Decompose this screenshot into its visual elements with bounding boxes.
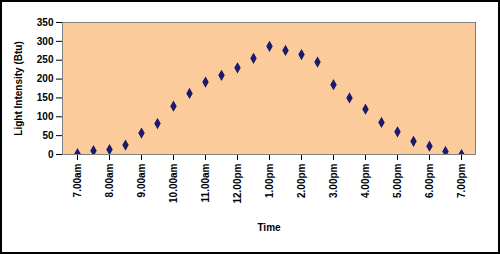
- svg-text:1.00pm: 1.00pm: [264, 163, 275, 198]
- svg-text:7.00am: 7.00am: [72, 163, 83, 197]
- svg-text:350: 350: [37, 17, 54, 28]
- svg-text:100: 100: [37, 111, 54, 122]
- svg-text:150: 150: [37, 92, 54, 103]
- svg-text:3.00pm: 3.00pm: [328, 163, 339, 198]
- svg-text:Time: Time: [257, 222, 281, 233]
- svg-text:0: 0: [48, 149, 54, 160]
- svg-text:8.00am: 8.00am: [104, 163, 115, 197]
- svg-text:9.00am: 9.00am: [136, 163, 147, 197]
- svg-text:7.00pm: 7.00pm: [456, 163, 467, 198]
- svg-text:6.00pm: 6.00pm: [424, 163, 435, 198]
- svg-text:12.00pm: 12.00pm: [232, 163, 243, 203]
- svg-text:5.00pm: 5.00pm: [392, 163, 403, 198]
- svg-text:250: 250: [37, 54, 54, 65]
- svg-text:300: 300: [37, 36, 54, 47]
- svg-text:4.00pm: 4.00pm: [360, 163, 371, 198]
- svg-text:2.00pm: 2.00pm: [296, 163, 307, 198]
- svg-text:10.00am: 10.00am: [168, 163, 179, 203]
- svg-text:11.00am: 11.00am: [200, 163, 211, 202]
- svg-text:Light Intensity (Btu): Light Intensity (Btu): [13, 41, 24, 135]
- svg-text:50: 50: [42, 130, 54, 141]
- svg-text:200: 200: [37, 73, 54, 84]
